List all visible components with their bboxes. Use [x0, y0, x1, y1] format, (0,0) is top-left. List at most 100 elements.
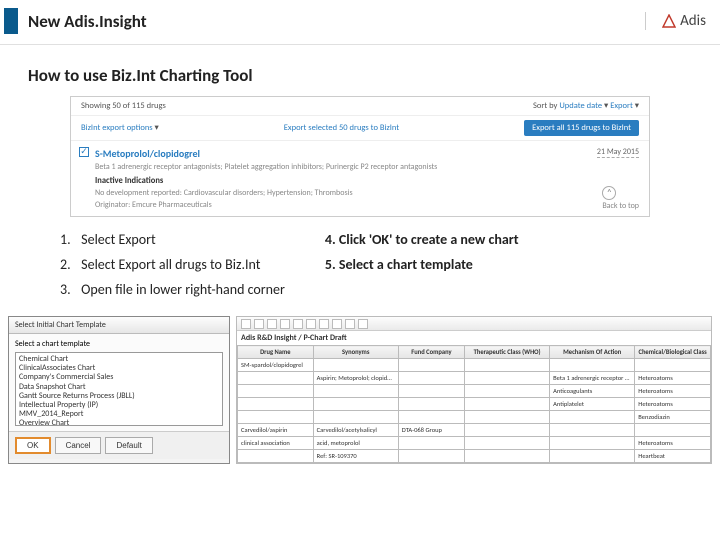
dialog-button-row: OK Cancel Default: [9, 431, 229, 459]
table-cell: [313, 385, 398, 398]
cancel-button[interactable]: Cancel: [55, 437, 102, 454]
bizint-options[interactable]: BizInt export options ▾: [81, 123, 159, 133]
table-cell: [398, 398, 464, 411]
table-cell: [550, 411, 635, 424]
chevron-down-icon: ▾: [155, 123, 159, 133]
default-button[interactable]: Default: [105, 437, 152, 454]
table-column-header[interactable]: Drug Name: [238, 346, 314, 359]
table-cell: [465, 437, 550, 450]
steps-left-column: 1. Select Export2. Select Export all dru…: [60, 231, 285, 306]
toolbar-icon[interactable]: [332, 319, 342, 329]
sort-value[interactable]: Update date: [559, 101, 602, 111]
table-column-header[interactable]: Mechanism Of Action: [550, 346, 635, 359]
table-cell: [398, 385, 464, 398]
step-item: 5. Select a chart template: [325, 256, 519, 273]
inactive-indications-heading: Inactive Indications: [95, 176, 639, 186]
table-cell: [465, 385, 550, 398]
grid-toolbar: [237, 317, 711, 331]
table-cell: [398, 450, 464, 463]
table-cell: Beta 1 adrenergic receptor antag: [550, 372, 635, 385]
toolbar-icon[interactable]: [319, 319, 329, 329]
toolbar-icon[interactable]: [254, 319, 264, 329]
table-row: AntiplateletHeteroatoms: [238, 398, 711, 411]
originator-text: Originator: Emcure Pharmaceuticals: [95, 200, 639, 210]
table-cell: Carvedilol/aspirin: [238, 424, 314, 437]
table-cell: [313, 411, 398, 424]
table-row: SM-spardol/clopidogrel: [238, 359, 711, 372]
table-column-header[interactable]: Fund Company: [398, 346, 464, 359]
table-cell: Anticoagulants: [550, 385, 635, 398]
table-column-header[interactable]: Synonyms: [313, 346, 398, 359]
export-selected-link[interactable]: Export selected 50 drugs to BizInt: [284, 123, 399, 133]
table-cell: [635, 424, 711, 437]
table-cell: [398, 359, 464, 372]
toolbar-icon[interactable]: [267, 319, 277, 329]
slide-header: New Adis.Insight Adis: [0, 0, 720, 45]
sort-export-group: Sort by Update date ▾ Export ▾: [533, 101, 639, 111]
table-cell: [398, 411, 464, 424]
export-all-button[interactable]: Export all 115 drugs to BizInt: [524, 120, 639, 136]
export-link-top[interactable]: Export: [610, 101, 633, 111]
table-cell: [465, 450, 550, 463]
template-list-item[interactable]: Overview Chart: [19, 419, 219, 426]
toolbar-icon[interactable]: [241, 319, 251, 329]
table-cell: [238, 450, 314, 463]
brand-label: Adis: [680, 12, 706, 30]
toolbar-icon[interactable]: [345, 319, 355, 329]
back-to-top-label: Back to top: [602, 201, 639, 211]
result-drug-name[interactable]: S-Metoprolol/clopidogrel: [95, 147, 639, 160]
sort-label: Sort by: [533, 101, 557, 111]
table-cell: [398, 437, 464, 450]
table-row: Benzodiazin: [238, 411, 711, 424]
step-item: 4. Click 'OK' to create a new chart: [325, 231, 519, 248]
result-checkbox[interactable]: ✓: [79, 147, 89, 157]
ok-button[interactable]: OK: [15, 437, 51, 454]
data-grid-screenshot: Adis R&D Insight / P-Chart Draft Drug Na…: [236, 316, 712, 464]
table-row: Ref: SR-109370 Heartbeat: [238, 450, 711, 463]
steps-row: 1. Select Export2. Select Export all dru…: [60, 231, 690, 306]
table-cell: Heartbeat: [635, 450, 711, 463]
table-cell: [465, 411, 550, 424]
table-column-header[interactable]: Therapeutic Class (WHO): [465, 346, 550, 359]
table-cell: [398, 372, 464, 385]
table-row: AnticoagulantsHeteroatoms: [238, 385, 711, 398]
export-row: BizInt export options ▾ Export selected …: [71, 116, 649, 141]
table-cell: Heteroatoms: [635, 385, 711, 398]
toolbar-icon[interactable]: [358, 319, 368, 329]
table-cell: Benzodiazin: [635, 411, 711, 424]
table-row: clinical associationacid, metoprololHete…: [238, 437, 711, 450]
dialog-prompt: Select a chart template: [15, 339, 223, 349]
inset-results-screenshot: Showing 50 of 115 drugs Sort by Update d…: [70, 96, 650, 217]
showing-text: Showing 50 of 115 drugs: [81, 101, 166, 111]
table-cell: Heteroatoms: [635, 398, 711, 411]
table-cell: Heteroatoms: [635, 372, 711, 385]
table-column-header[interactable]: Chemical/Biological Class: [635, 346, 711, 359]
table-cell: clinical association: [238, 437, 314, 450]
page-title: New Adis.Insight: [28, 11, 147, 32]
accent-block: [4, 8, 18, 34]
table-cell: Carvedilol/acetylsalicyl: [313, 424, 398, 437]
table-cell: [465, 398, 550, 411]
dialog-body: Select a chart template Chemical ChartCl…: [9, 334, 229, 431]
table-cell: SM-spardol/clopidogrel: [238, 359, 314, 372]
indications-text: No development reported: Cardiovascular …: [95, 188, 639, 198]
table-cell: [550, 359, 635, 372]
steps-right-column: 4. Click 'OK' to create a new chart 5. Se…: [325, 231, 519, 306]
table-cell: [635, 359, 711, 372]
results-top-bar: Showing 50 of 115 drugs Sort by Update d…: [71, 97, 649, 116]
table-cell: DTA-068 Group: [398, 424, 464, 437]
result-card: ✓ 21 May 2015 S-Metoprolol/clopidogrel B…: [71, 141, 649, 216]
template-listbox[interactable]: Chemical ChartClinicalAssociates ChartCo…: [15, 352, 223, 426]
toolbar-icon[interactable]: [306, 319, 316, 329]
table-cell: [313, 359, 398, 372]
back-to-top[interactable]: ˄ Back to top: [602, 186, 639, 211]
step-item: 3. Open file in lower right-hand corner: [60, 281, 285, 298]
table-cell: Heteroatoms: [635, 437, 711, 450]
table-cell: [238, 398, 314, 411]
table-cell: Ref: SR-109370: [313, 450, 398, 463]
grid-caption: Adis R&D Insight / P-Chart Draft: [237, 331, 711, 345]
table-cell: [238, 411, 314, 424]
brand-group: Adis: [645, 12, 706, 30]
toolbar-icon[interactable]: [280, 319, 290, 329]
toolbar-icon[interactable]: [293, 319, 303, 329]
